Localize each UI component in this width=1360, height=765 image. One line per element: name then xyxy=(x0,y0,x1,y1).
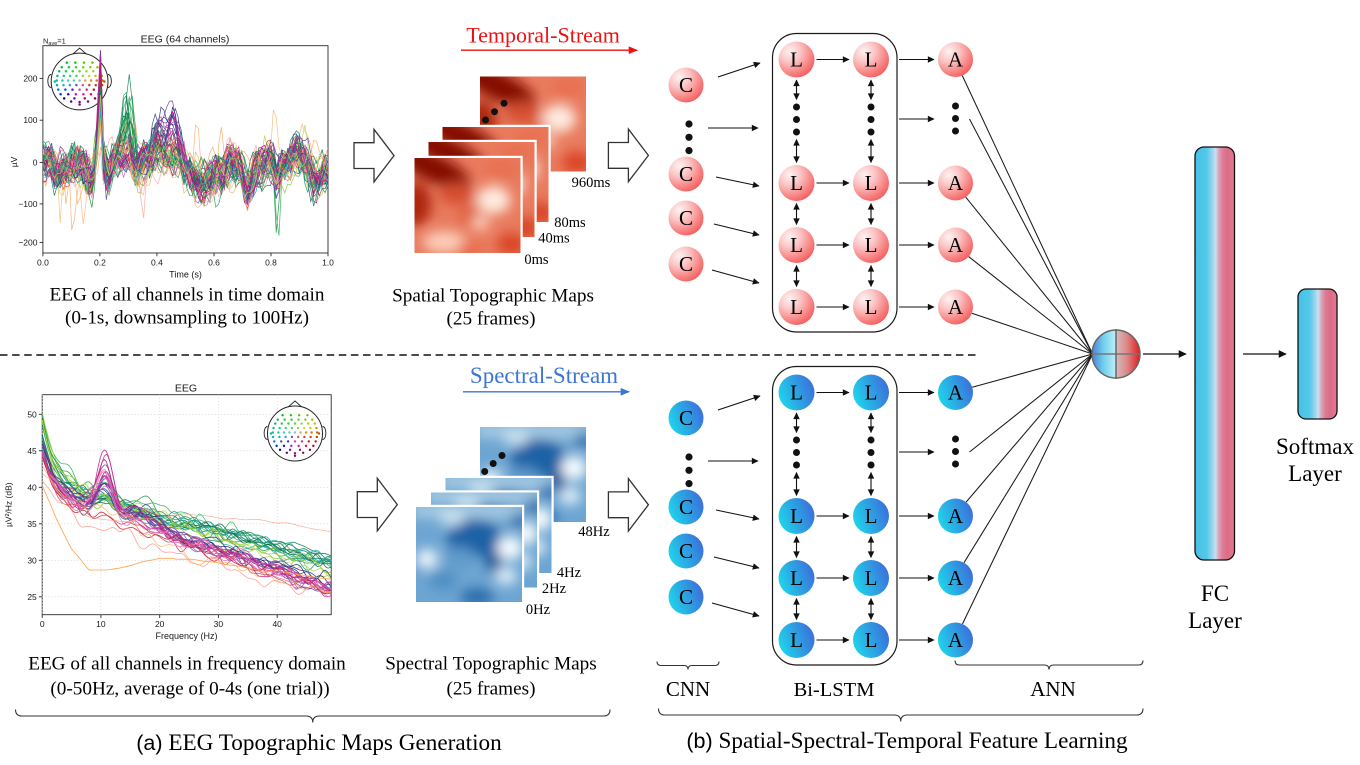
svg-text:Spatial Topographic Maps: Spatial Topographic Maps xyxy=(392,286,594,307)
svg-text:0Hz: 0Hz xyxy=(526,602,551,618)
svg-text:µV²/Hz (dB): µV²/Hz (dB) xyxy=(3,482,13,527)
svg-text:Spectral Topographic Maps: Spectral Topographic Maps xyxy=(385,654,596,675)
svg-text:A: A xyxy=(948,233,964,257)
svg-text:C: C xyxy=(679,585,693,609)
svg-text:2Hz: 2Hz xyxy=(542,581,567,597)
svg-text:FC: FC xyxy=(1201,581,1229,606)
svg-text:L: L xyxy=(790,381,803,405)
svg-text:C: C xyxy=(679,252,693,276)
svg-text:Layer: Layer xyxy=(1188,608,1242,633)
svg-text:L: L xyxy=(790,566,803,590)
svg-text:960ms: 960ms xyxy=(572,175,611,191)
svg-text:A: A xyxy=(948,628,964,652)
svg-text:4Hz: 4Hz xyxy=(557,565,582,581)
svg-text:20: 20 xyxy=(155,619,165,629)
svg-text:A: A xyxy=(948,504,964,528)
svg-text:A: A xyxy=(948,171,964,195)
svg-text:40: 40 xyxy=(27,482,37,492)
svg-text:(a) EEG Topographic Maps Gener: (a) EEG Topographic Maps Generation xyxy=(136,730,502,756)
svg-text:−100: −100 xyxy=(18,199,37,209)
svg-text:L: L xyxy=(790,295,803,319)
svg-text:C: C xyxy=(679,73,693,97)
svg-text:Temporal-Stream: Temporal-Stream xyxy=(466,23,620,48)
svg-text:A: A xyxy=(948,295,964,319)
svg-text:(0-50Hz, average of 0-4s (one: (0-50Hz, average of 0-4s (one trial)) xyxy=(50,679,329,700)
svg-text:0ms: 0ms xyxy=(524,252,549,268)
svg-text:ANN: ANN xyxy=(1030,677,1076,701)
svg-text:CNN: CNN xyxy=(666,677,710,701)
svg-text:L: L xyxy=(865,171,878,195)
svg-text:30: 30 xyxy=(214,619,224,629)
svg-text:Time (s): Time (s) xyxy=(169,270,202,280)
svg-text:(0-1s, downsampling to 100Hz): (0-1s, downsampling to 100Hz) xyxy=(65,308,309,329)
svg-text:0.2: 0.2 xyxy=(94,258,106,268)
svg-text:50: 50 xyxy=(27,409,37,419)
svg-text:L: L xyxy=(865,48,878,72)
svg-text:Nave=1: Nave=1 xyxy=(43,37,66,48)
svg-text:0: 0 xyxy=(33,157,38,167)
svg-text:0.6: 0.6 xyxy=(208,258,220,268)
svg-text:L: L xyxy=(865,233,878,257)
svg-text:L: L xyxy=(865,566,878,590)
svg-text:A: A xyxy=(948,48,964,72)
svg-text:Layer: Layer xyxy=(1288,461,1342,486)
svg-text:0.8: 0.8 xyxy=(265,258,277,268)
svg-text:L: L xyxy=(790,233,803,257)
svg-text:40ms: 40ms xyxy=(538,231,570,247)
svg-text:(b) Spatial-Spectral-Temporal: (b) Spatial-Spectral-Temporal Feature Le… xyxy=(686,728,1128,754)
svg-text:0: 0 xyxy=(40,619,45,629)
svg-text:L: L xyxy=(790,628,803,652)
svg-text:100: 100 xyxy=(23,115,37,125)
svg-text:C: C xyxy=(679,406,693,430)
svg-text:10: 10 xyxy=(96,619,106,629)
svg-text:48Hz: 48Hz xyxy=(578,524,610,540)
svg-text:80ms: 80ms xyxy=(554,215,586,231)
svg-text:EEG of all channels in frequen: EEG of all channels in frequency domain xyxy=(28,654,346,675)
svg-text:(25 frames): (25 frames) xyxy=(447,679,536,700)
svg-text:C: C xyxy=(679,539,693,563)
svg-text:L: L xyxy=(790,504,803,528)
svg-text:0.0: 0.0 xyxy=(37,258,49,268)
svg-text:EEG (64 channels): EEG (64 channels) xyxy=(141,34,230,46)
svg-text:L: L xyxy=(790,48,803,72)
svg-text:40: 40 xyxy=(272,619,282,629)
svg-text:25: 25 xyxy=(27,592,37,602)
svg-text:35: 35 xyxy=(27,519,37,529)
svg-text:Spectral-Stream: Spectral-Stream xyxy=(470,363,618,388)
svg-text:200: 200 xyxy=(23,73,37,83)
svg-text:C: C xyxy=(679,495,693,519)
svg-text:Softmax: Softmax xyxy=(1276,434,1354,459)
svg-text:L: L xyxy=(865,628,878,652)
svg-text:Bi-LSTM: Bi-LSTM xyxy=(794,679,875,701)
svg-text:A: A xyxy=(948,566,964,590)
svg-text:(25 frames): (25 frames) xyxy=(447,309,536,330)
svg-text:L: L xyxy=(865,504,878,528)
svg-text:C: C xyxy=(679,162,693,186)
svg-text:L: L xyxy=(790,171,803,195)
svg-text:µV: µV xyxy=(9,156,19,167)
svg-text:L: L xyxy=(865,381,878,405)
svg-text:30: 30 xyxy=(27,555,37,565)
svg-text:1.0: 1.0 xyxy=(322,258,334,268)
svg-text:EEG of all channels in time do: EEG of all channels in time domain xyxy=(50,285,325,306)
svg-text:45: 45 xyxy=(27,446,37,456)
svg-text:A: A xyxy=(948,381,964,405)
svg-text:L: L xyxy=(865,295,878,319)
svg-text:EEG: EEG xyxy=(175,383,197,395)
svg-text:0.4: 0.4 xyxy=(151,258,163,268)
svg-text:−200: −200 xyxy=(18,238,37,248)
svg-text:C: C xyxy=(679,206,693,230)
svg-text:Frequency (Hz): Frequency (Hz) xyxy=(155,631,217,641)
